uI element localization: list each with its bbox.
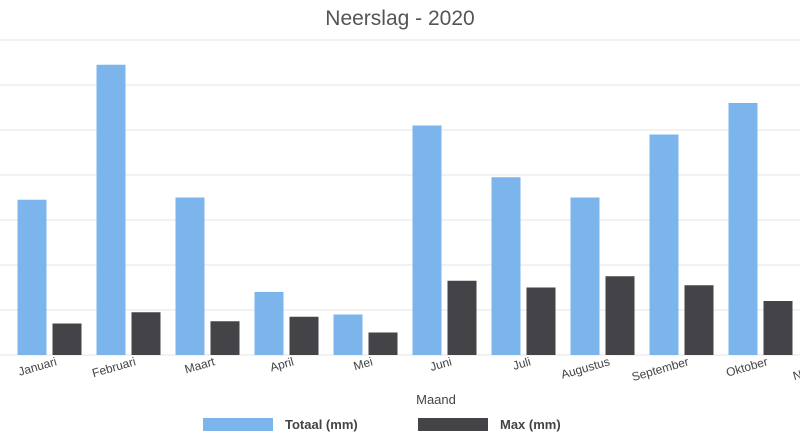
- legend-label[interactable]: Max (mm): [500, 417, 561, 432]
- bar-max-februari[interactable]: [131, 312, 161, 355]
- bar-totaal-augustus[interactable]: [570, 197, 600, 356]
- bar-max-juni[interactable]: [447, 280, 477, 355]
- x-axis-tick-labels: Januari Februari Maart April Mei Juni Juli Augu…: [17, 354, 800, 384]
- legend-swatch[interactable]: [203, 418, 273, 431]
- bars[interactable]: [17, 64, 800, 356]
- bar-totaal-juli[interactable]: [491, 177, 521, 355]
- bar-max-mei[interactable]: [368, 332, 398, 356]
- x-tick-label: Maart: [183, 354, 217, 376]
- bar-totaal-maart[interactable]: [175, 197, 205, 356]
- legend-label[interactable]: Totaal (mm): [285, 417, 358, 432]
- bar-totaal-april[interactable]: [254, 292, 284, 355]
- bar-totaal-januari[interactable]: [17, 199, 47, 355]
- gridlines: [0, 39, 800, 356]
- x-tick-label: Mei: [352, 354, 374, 373]
- bar-max-januari[interactable]: [52, 323, 82, 356]
- bar-max-maart[interactable]: [210, 321, 240, 355]
- bar-totaal-juni[interactable]: [412, 125, 442, 356]
- legend[interactable]: Totaal (mm) Max (mm): [203, 417, 561, 432]
- x-tick-label: September: [630, 354, 690, 384]
- x-tick-label: Februari: [91, 354, 138, 380]
- x-tick-label: Juli: [511, 354, 532, 372]
- legend-swatch[interactable]: [418, 418, 488, 431]
- bar-totaal-februari[interactable]: [96, 64, 126, 355]
- x-tick-label: Januari: [17, 354, 59, 378]
- bar-max-september[interactable]: [684, 285, 714, 355]
- bar-totaal-september[interactable]: [649, 134, 679, 356]
- bar-max-augustus[interactable]: [605, 276, 635, 355]
- x-tick-label: Juni: [428, 354, 453, 374]
- bar-max-april[interactable]: [289, 316, 319, 355]
- x-tick-label: Oktober: [724, 354, 769, 379]
- bar-totaal-oktober[interactable]: [728, 103, 758, 355]
- x-axis-title: Maand: [416, 392, 456, 407]
- bar-max-juli[interactable]: [526, 287, 556, 356]
- bar-totaal-mei[interactable]: [333, 314, 363, 356]
- x-tick-label: November: [791, 354, 800, 383]
- x-tick-label: Augustus: [559, 354, 611, 381]
- x-tick-label: April: [268, 354, 295, 374]
- chart-title: Neerslag - 2020: [325, 7, 474, 30]
- bar-max-oktober[interactable]: [763, 301, 793, 355]
